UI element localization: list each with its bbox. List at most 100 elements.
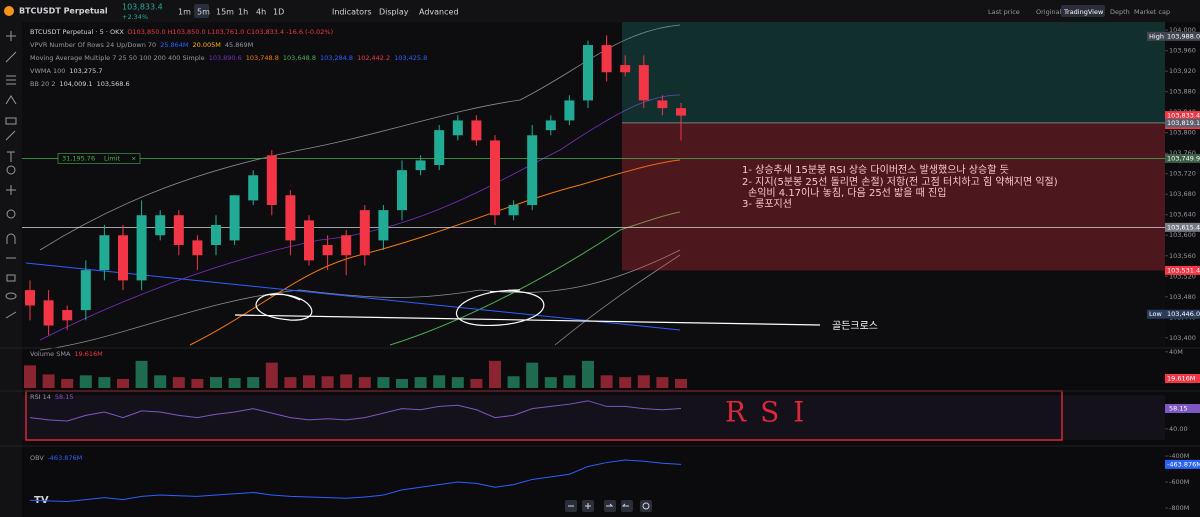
volume-bar <box>247 377 260 388</box>
rsi-value-bg <box>1165 403 1200 413</box>
active-view <box>1061 5 1105 17</box>
volume-bar <box>544 377 557 388</box>
price-tag: Low <box>1149 310 1162 318</box>
y-tick-label: -400M <box>1169 452 1189 460</box>
candle-body <box>136 215 147 281</box>
view[interactable]: Market cap <box>1134 8 1170 16</box>
y-tick-label: 103,920 <box>1169 67 1196 75</box>
price-label: 103,446.0 <box>1167 310 1200 318</box>
legend-item: VWMA 100 <box>30 67 65 75</box>
y-tick-label: 103,720 <box>1169 170 1196 178</box>
price-label: 103,988.0 <box>1167 32 1200 40</box>
price-label: 103,749.9 <box>1167 154 1200 162</box>
volume-bar <box>582 360 594 388</box>
price-label: 103,819.1 <box>1167 119 1200 127</box>
symbol[interactable]: BTCUSDT Perpetual <box>19 7 108 16</box>
volume-bar <box>451 377 464 388</box>
candle-body <box>378 210 389 241</box>
legend-item: 102,442.2 <box>357 54 390 62</box>
volume-bar <box>24 365 36 388</box>
note: 3- 롱포지션 <box>742 198 792 210</box>
note: 1- 상승추세 15분봉 RSI 상승 다이버전스 발생했으나 상승할 듯 <box>742 163 1009 176</box>
ma-25 <box>189 159 681 346</box>
candle-body <box>285 195 296 241</box>
price-tag-bg <box>1147 309 1165 319</box>
view[interactable]: Original <box>1036 8 1062 16</box>
candle-body <box>564 100 575 121</box>
volume-bar <box>154 375 167 388</box>
candle-body <box>471 120 482 141</box>
legend-item: BTCUSDT Perpetual · 5 · OKX <box>30 28 124 36</box>
timeframe[interactable]: 1D <box>273 8 284 17</box>
obv-legend: OBV -463.876M <box>30 454 82 462</box>
y-tick-label: 103,560 <box>1169 252 1196 260</box>
legend-item: 103,648.8 <box>283 54 316 62</box>
timeframe[interactable]: 4h <box>256 8 266 17</box>
legend-item: 103,568.6 <box>97 80 130 88</box>
y-tick-label: 103,600 <box>1169 231 1196 239</box>
note: 손익비 4.17이나 놓침, 다음 25선 밟을 때 진입 <box>748 186 946 199</box>
candle-body <box>62 310 73 321</box>
candle-body <box>173 215 184 245</box>
candle-body <box>99 235 110 271</box>
indicators[interactable]: Indicators <box>332 8 372 17</box>
candle-body <box>638 65 649 101</box>
legend-item: 103,748.8 <box>246 54 279 62</box>
volume-bar <box>340 374 353 388</box>
candle-body <box>211 224 221 245</box>
obv-value-label: -463.876M <box>1167 460 1200 468</box>
timeframe[interactable]: 15m <box>216 8 234 17</box>
volume-bar <box>228 378 241 388</box>
volume-bar <box>619 377 632 388</box>
price-tag-bg <box>1147 31 1165 41</box>
y-tick-label: 103,640 <box>1169 211 1196 219</box>
legend-item: 25.864M <box>160 41 188 49</box>
volume-bar <box>656 377 669 388</box>
volume-bar <box>61 378 74 388</box>
advanced[interactable]: Advanced <box>419 8 459 17</box>
y-tick-label: -600M <box>1169 478 1189 486</box>
volume-bar <box>563 375 576 388</box>
volume-bar <box>303 375 315 388</box>
candle-body <box>43 300 54 326</box>
price-label-bg <box>1165 265 1200 275</box>
legend-item: VPVR Number Of Rows 24 Up/Down 70 <box>30 41 156 49</box>
rsi-line <box>29 400 682 422</box>
ma-100 <box>554 254 681 346</box>
candle-body <box>397 170 407 211</box>
legend-line: VWMA 100 103,275.7 <box>30 67 103 75</box>
display[interactable]: Display <box>379 8 409 17</box>
view[interactable]: Depth <box>1110 8 1130 16</box>
volume-bar <box>396 378 408 388</box>
candle-body <box>192 240 203 256</box>
volume-bar <box>526 362 539 388</box>
candle-body <box>359 210 370 256</box>
y-tick-label: 103,800 <box>1169 129 1196 137</box>
volume-bar <box>284 377 297 388</box>
timeframe[interactable]: 1m <box>178 8 191 17</box>
toolbar <box>0 0 1200 22</box>
rsi-band <box>22 395 1165 440</box>
price-label-bg <box>1165 31 1200 41</box>
y-tick-label: 103,760 <box>1169 149 1196 157</box>
volume-bar <box>414 377 427 388</box>
timeframe[interactable]: 5m <box>197 8 210 17</box>
legend-line: VPVR Number Of Rows 24 Up/Down 70 25.864M… <box>30 41 253 49</box>
rsi-value-label: 58.15 <box>1169 404 1188 412</box>
y-tick-label: 103,400 <box>1169 334 1196 342</box>
limit-close[interactable]: × <box>131 154 136 162</box>
candle-body <box>155 215 166 236</box>
legend-item: Moving Average Multiple 7 25 50 100 200 … <box>30 54 205 62</box>
volume-bar <box>98 377 111 388</box>
timeframe[interactable]: 1h <box>238 8 248 17</box>
price-pane: 골든크로스 1- 상승추세 15분봉 RSI 상승 다이버전스 발생했으나 상승… <box>22 22 1165 351</box>
legend-item: 103,275.7 <box>69 67 102 75</box>
y-tick-label: 103,680 <box>1169 190 1196 198</box>
legend: BTCUSDT Perpetual · 5 · OKX O103,850.0 H1… <box>30 28 427 88</box>
price-label-bg <box>1165 222 1200 232</box>
take-profit-zone <box>622 22 1165 123</box>
price-mode[interactable]: Last price <box>988 8 1020 16</box>
view[interactable]: TradingView <box>1063 8 1104 16</box>
candle-body <box>415 160 426 171</box>
candle-body <box>620 65 631 73</box>
